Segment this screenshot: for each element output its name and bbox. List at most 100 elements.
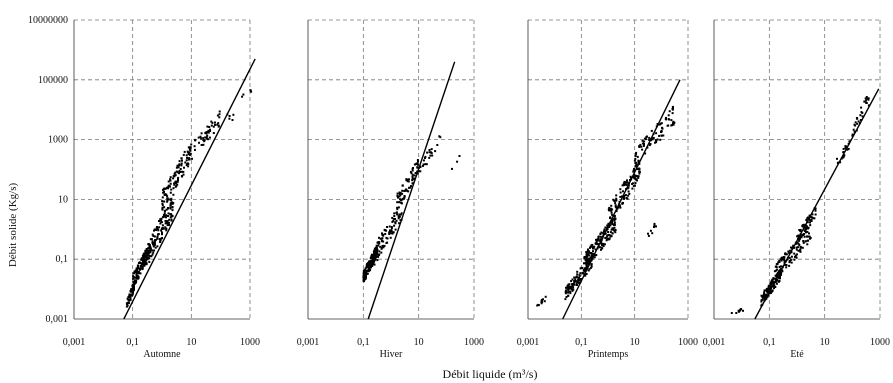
data-point [668,110,671,113]
data-point [797,242,800,245]
data-point [173,183,176,186]
data-point [172,193,175,196]
data-point [609,231,612,234]
data-point [543,300,546,303]
data-point [587,260,590,263]
data-point [381,245,384,248]
data-point [619,191,622,194]
data-point [177,178,179,180]
data-point [166,186,169,189]
x-tick-label: 1000 [678,337,698,348]
data-point [411,175,414,178]
data-point [378,250,381,253]
data-point [636,168,639,170]
data-point [805,231,807,234]
data-point [638,172,641,175]
data-point [653,224,656,227]
data-point [187,151,190,154]
data-point [136,270,139,273]
data-point [249,89,252,92]
data-point [851,134,854,137]
data-point [399,219,402,222]
data-point [169,179,172,182]
data-point [158,226,161,229]
data-point [627,186,630,189]
data-point [651,138,654,141]
data-point [585,253,588,256]
data-point [610,235,613,238]
data-point [587,262,590,265]
data-point [191,157,193,160]
data-point [382,246,385,249]
data-point [583,269,586,271]
data-point [153,244,156,247]
data-point [399,198,401,201]
data-point [647,234,650,237]
data-point [583,262,585,265]
data-point [615,199,618,202]
data-point [172,201,175,204]
x-tick-label: 0,1 [575,337,588,348]
data-point [769,292,772,295]
data-point [157,233,159,236]
data-point [165,229,168,232]
data-point [604,232,607,235]
data-point [176,164,179,167]
data-point [864,97,867,100]
data-point [536,304,539,307]
data-point [127,295,130,298]
data-point [802,240,805,242]
data-point [162,200,165,203]
data-point [585,267,587,270]
data-point [386,237,389,240]
x-tick-label: 1000 [464,337,484,348]
data-point [648,144,651,147]
data-point [395,219,398,222]
data-point [814,209,817,212]
data-point [439,136,442,139]
data-point [785,253,788,256]
data-point [156,226,158,228]
data-point [634,157,637,160]
data-point [161,224,164,227]
data-point [397,206,400,209]
fit-line [562,79,681,320]
data-point [375,244,378,247]
data-point [737,310,740,313]
x-tick-label: 10 [820,337,830,348]
data-point [381,232,383,235]
data-point [573,280,576,283]
data-point [371,264,374,267]
data-point [153,242,156,245]
x-tick-label: 0,001 [517,337,540,348]
data-point [147,243,150,246]
panel-hiver: 0,001 0,1 10 1000 Hiver [297,19,484,360]
data-point [367,263,370,266]
data-point [590,252,593,255]
data-point [393,215,396,217]
data-point [793,246,795,249]
data-point [540,302,543,305]
data-point [148,255,151,257]
data-point [633,176,636,179]
data-point [619,195,622,198]
data-point [670,124,673,127]
data-point [133,279,136,282]
data-point [152,245,155,248]
data-point [430,148,433,151]
data-point [798,244,801,246]
data-point [610,228,613,231]
data-point [735,312,738,314]
data-point [596,238,599,241]
data-point [565,296,568,298]
data-point [173,175,176,178]
data-point [809,219,812,222]
data-point [131,293,134,296]
data-point [627,190,630,193]
data-point [390,226,393,228]
data-point [396,213,399,216]
data-point [586,250,589,253]
data-point [414,172,417,174]
data-point [135,273,138,276]
